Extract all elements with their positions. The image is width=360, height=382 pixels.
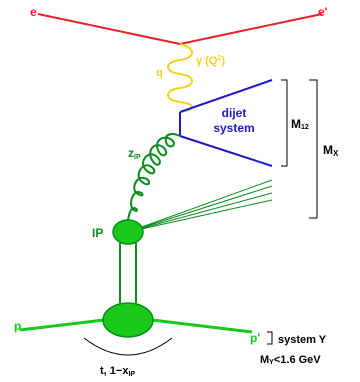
electron-in-label: e [30,5,37,19]
dijet-label-line2: system [213,121,254,135]
my-label: MY<1.6 GeV [260,354,321,366]
proton-out-label: p' [250,331,260,345]
remnant-line-4 [127,199,273,233]
remnant-line-2 [127,185,273,233]
mx-main: M [323,143,333,157]
z-main: z [128,146,134,160]
photon-gamma-sup: 2 [217,55,221,62]
electron-out-line [179,13,323,45]
pomeron-blob [112,219,144,245]
proton-blob [102,302,154,338]
proton-in-line [19,318,105,332]
t-main: t, 1−x [100,365,129,377]
photon-label: γ (Q2) [196,55,225,67]
pomeron-label: IP [92,226,103,240]
mx-bracket [309,79,318,219]
z-sub: IP [134,154,141,161]
t-label: t, 1−xIP [100,365,135,378]
photon-line [167,43,193,113]
jet-upper-line [179,79,273,113]
proton-out-line [151,318,253,334]
photon-gamma-close: ) [221,55,225,67]
system-y-bracket [267,331,273,345]
gluon-line [127,133,181,223]
electron-out-label: e' [318,5,328,19]
jet-bottom-line [179,135,273,167]
mx-label: MX [323,143,339,158]
m12-label: M12 [291,117,309,131]
photon-gamma-text: γ (Q [196,55,218,67]
z-pomeron-label: zIP [128,146,141,161]
m12-main: M [291,117,301,131]
my-sub: Y [269,359,274,366]
mx-sub: X [333,149,339,158]
remnant-line-1 [127,179,273,233]
photon-q-label: q [156,67,163,79]
remnant-line-3 [127,192,273,233]
proton-in-label: p [14,319,21,333]
my-rest: <1.6 GeV [274,354,321,366]
m12-bracket [281,79,288,167]
my-main: M [260,354,269,366]
dijet-label-line1: dijet [222,106,247,120]
electron-in-line [37,13,181,45]
m12-sub: 12 [301,124,309,131]
t-sub: IP [128,371,135,378]
t-arc [83,337,173,356]
system-y-label: system Y [278,334,327,346]
